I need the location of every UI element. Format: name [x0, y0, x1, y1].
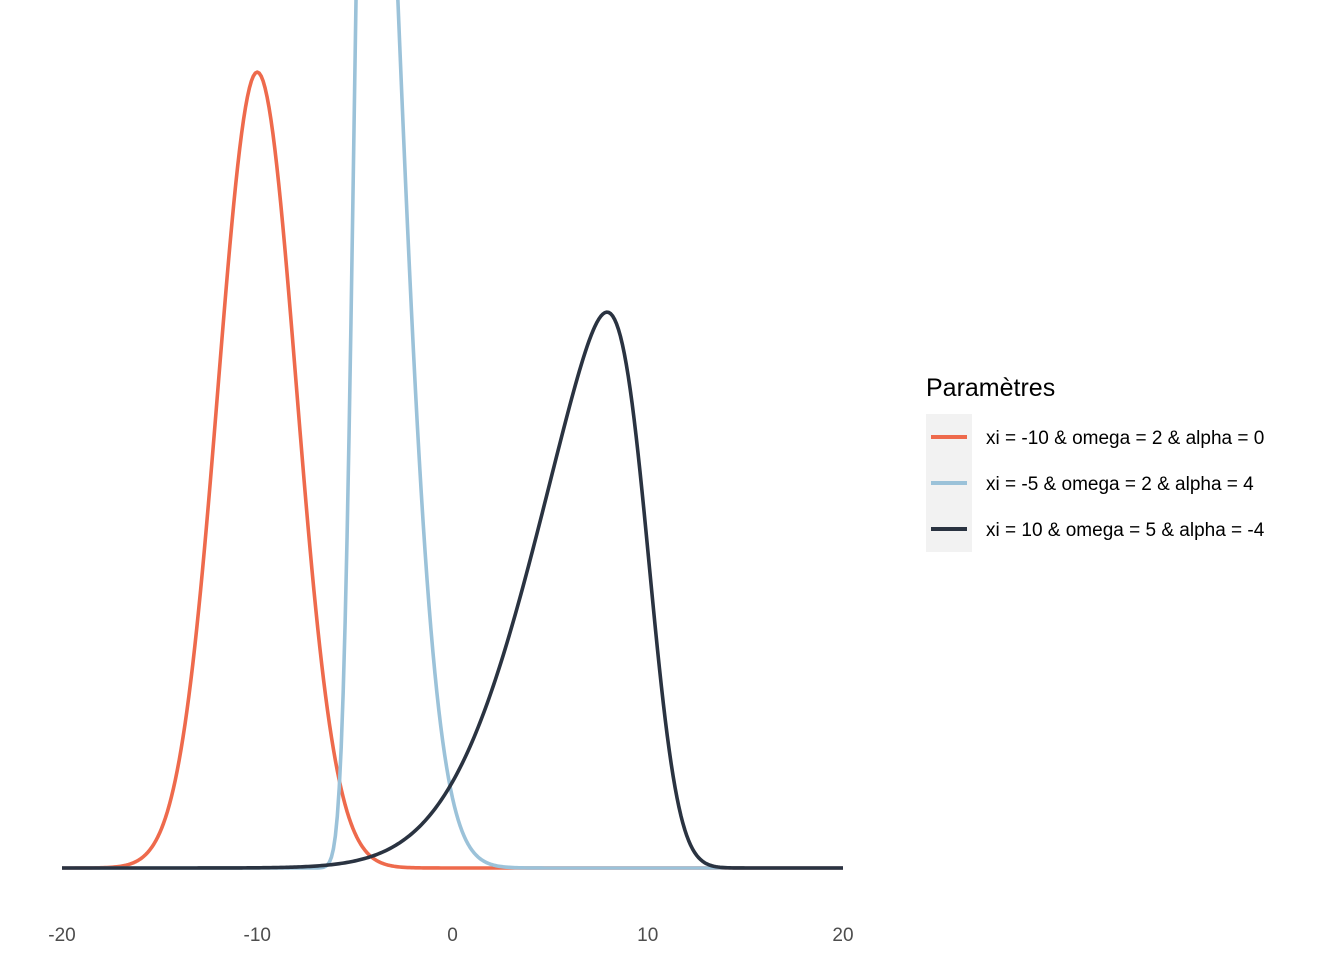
x-tick-label: -20 — [48, 925, 75, 946]
plot-area — [62, 0, 843, 870]
x-tick-label: 20 — [832, 925, 853, 946]
x-tick-label: 0 — [447, 925, 458, 946]
x-axis: -20 -10 0 10 20 — [48, 925, 853, 946]
series-line-3 — [62, 310, 843, 870]
series-lines — [62, 0, 843, 870]
x-tick-label: -10 — [244, 925, 271, 946]
legend-label-1: xi = -10 & omega = 2 & alpha = 0 — [986, 428, 1264, 449]
legend-items: xi = -10 & omega = 2 & alpha = 0 xi = -5 … — [931, 428, 1265, 541]
legend-title: Paramètres — [926, 374, 1055, 402]
legend: Paramètres xi = -10 & omega = 2 & alpha … — [926, 374, 1265, 552]
series-line-1 — [62, 70, 843, 870]
legend-label-3: xi = 10 & omega = 5 & alpha = -4 — [986, 520, 1265, 541]
series-line-2 — [62, 0, 843, 870]
x-tick-label: 10 — [637, 925, 658, 946]
legend-label-2: xi = -5 & omega = 2 & alpha = 4 — [986, 474, 1254, 495]
